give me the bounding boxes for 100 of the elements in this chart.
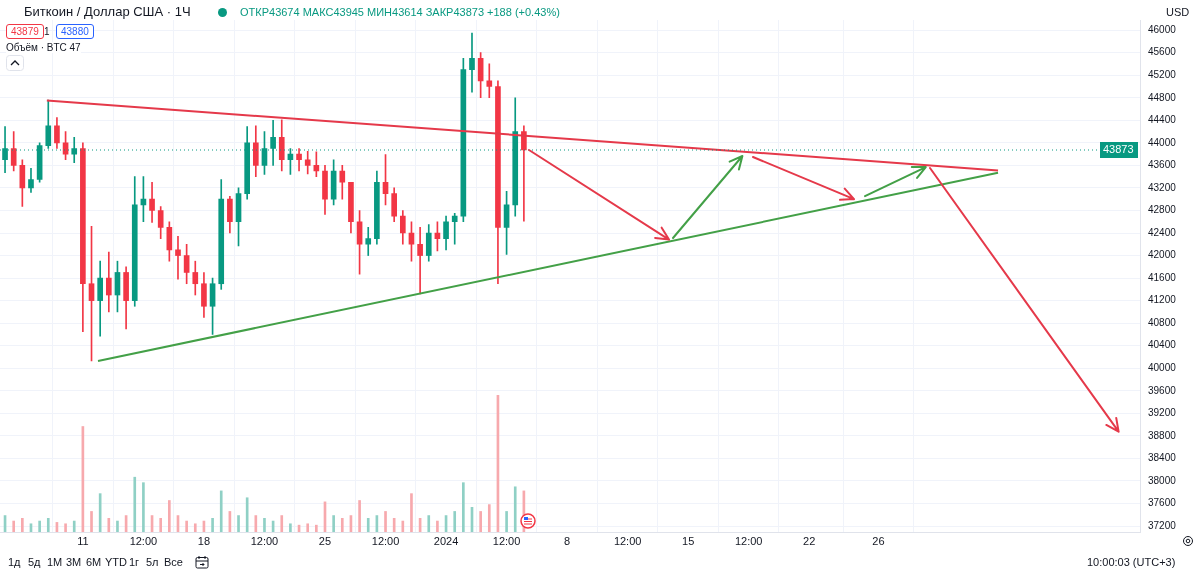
y-tick-label: 45600 bbox=[1148, 46, 1177, 58]
bar bbox=[410, 493, 413, 532]
bar bbox=[479, 511, 482, 532]
text: 5л bbox=[146, 556, 159, 568]
y-tick-label: 42400 bbox=[1148, 226, 1177, 238]
bar bbox=[12, 520, 16, 532]
bar bbox=[462, 482, 465, 532]
y-tick-label: 44800 bbox=[1148, 91, 1177, 103]
y-tick-label: 39200 bbox=[1148, 407, 1177, 419]
y-tick-label: 38800 bbox=[1148, 429, 1177, 441]
candlestick bbox=[175, 236, 181, 280]
bar bbox=[142, 482, 145, 532]
y-tick-label: 42000 bbox=[1148, 249, 1177, 261]
x-tick-label: 12:00 bbox=[250, 535, 279, 548]
x-tick-label: 15 bbox=[682, 535, 695, 548]
x-tick-label: 22 bbox=[803, 535, 816, 548]
bar bbox=[306, 523, 310, 532]
y-tick-label: 41600 bbox=[1148, 271, 1177, 283]
bar bbox=[38, 520, 41, 532]
ref-line-label: 43873 bbox=[1103, 143, 1134, 156]
bar bbox=[263, 517, 266, 532]
bar bbox=[401, 520, 405, 532]
y-tick-label: 45200 bbox=[1148, 68, 1177, 80]
x-tick-label: 12:00 bbox=[371, 535, 400, 548]
y-tick-label: 44400 bbox=[1148, 114, 1177, 126]
bar bbox=[289, 523, 292, 532]
candlestick bbox=[417, 227, 423, 295]
y-tick-label: 37600 bbox=[1148, 497, 1177, 509]
text: 1г bbox=[129, 556, 140, 568]
y-tick-label: 40000 bbox=[1148, 362, 1177, 373]
annotation: 43880 bbox=[56, 24, 94, 39]
bar bbox=[358, 500, 361, 532]
y-tick-label: 46000 bbox=[1148, 23, 1177, 35]
bar bbox=[384, 511, 387, 532]
x-tick-label: 18 bbox=[197, 535, 211, 548]
bar bbox=[211, 517, 214, 532]
candlestick bbox=[521, 125, 527, 222]
text: 10:00:03 (UTC+3) bbox=[1087, 556, 1176, 568]
bar bbox=[505, 511, 508, 532]
bar bbox=[133, 476, 137, 532]
y-tick-label: 43200 bbox=[1148, 181, 1177, 193]
bar bbox=[185, 520, 188, 532]
text: 6М bbox=[86, 556, 102, 568]
x-tick-label: 12:00 bbox=[492, 535, 521, 548]
candlestick bbox=[365, 227, 372, 256]
candlestick bbox=[469, 32, 475, 93]
chart-title: Биткоин / Доллар США · 1Ч bbox=[24, 4, 191, 19]
bar bbox=[513, 486, 517, 532]
bar bbox=[332, 515, 335, 532]
bar bbox=[219, 490, 223, 532]
bar bbox=[453, 511, 457, 532]
text: YTD bbox=[105, 556, 127, 568]
candlestick bbox=[486, 63, 493, 99]
bar bbox=[46, 517, 50, 532]
bar bbox=[340, 517, 344, 532]
x-tick-label: 26 bbox=[872, 535, 885, 548]
y-tick-label: 40400 bbox=[1148, 339, 1177, 351]
bar bbox=[366, 517, 370, 532]
bar bbox=[436, 520, 439, 532]
bar bbox=[72, 520, 76, 532]
bar bbox=[193, 523, 197, 532]
bar bbox=[392, 517, 396, 532]
y-tick-label: 38400 bbox=[1148, 452, 1177, 464]
bar bbox=[90, 511, 93, 532]
text: Все bbox=[164, 556, 183, 568]
y-tick-label: 37200 bbox=[1148, 519, 1177, 531]
bar bbox=[315, 524, 318, 532]
bar bbox=[21, 517, 24, 532]
y-tick-label: 39600 bbox=[1148, 384, 1177, 396]
x-tick-label: 12:00 bbox=[129, 535, 158, 548]
x-tick-label: 12:00 bbox=[734, 535, 763, 548]
y-tick-label: 44000 bbox=[1148, 136, 1177, 148]
y-tick-label: 41200 bbox=[1148, 294, 1177, 306]
bar bbox=[280, 515, 284, 532]
bar bbox=[427, 515, 431, 532]
chart-subtitle: ОТКР43674 МАКС43945 МИН43614 ЗАКР43873 +188 (+0.43%) bbox=[240, 6, 560, 18]
x-tick-label: 2024 bbox=[433, 535, 459, 548]
bar bbox=[116, 520, 119, 532]
x-tick-label: 11 bbox=[77, 535, 89, 548]
text: USD bbox=[1166, 6, 1190, 18]
bar bbox=[64, 523, 67, 532]
y-tick-label: 42800 bbox=[1148, 204, 1177, 216]
bar bbox=[107, 517, 111, 532]
y-tick-label: 38000 bbox=[1148, 474, 1177, 486]
y-tick-label: 40800 bbox=[1148, 316, 1177, 328]
annotation: Объём · BTC 47 bbox=[6, 42, 81, 53]
annotation: 43879 bbox=[6, 24, 44, 39]
text: 5д bbox=[28, 556, 41, 568]
x-tick-label: 12:00 bbox=[613, 535, 642, 548]
x-tick-label: 25 bbox=[318, 535, 332, 548]
annotation: 1 bbox=[44, 26, 50, 37]
bar bbox=[237, 515, 240, 532]
text: 1М bbox=[47, 556, 63, 568]
text: 1д bbox=[8, 556, 21, 568]
x-tick-label: 8 bbox=[564, 535, 571, 548]
text: 3М bbox=[66, 556, 82, 568]
y-tick-label: 43600 bbox=[1148, 159, 1177, 171]
bar bbox=[168, 500, 171, 532]
bar bbox=[254, 515, 258, 532]
bar bbox=[487, 504, 491, 532]
